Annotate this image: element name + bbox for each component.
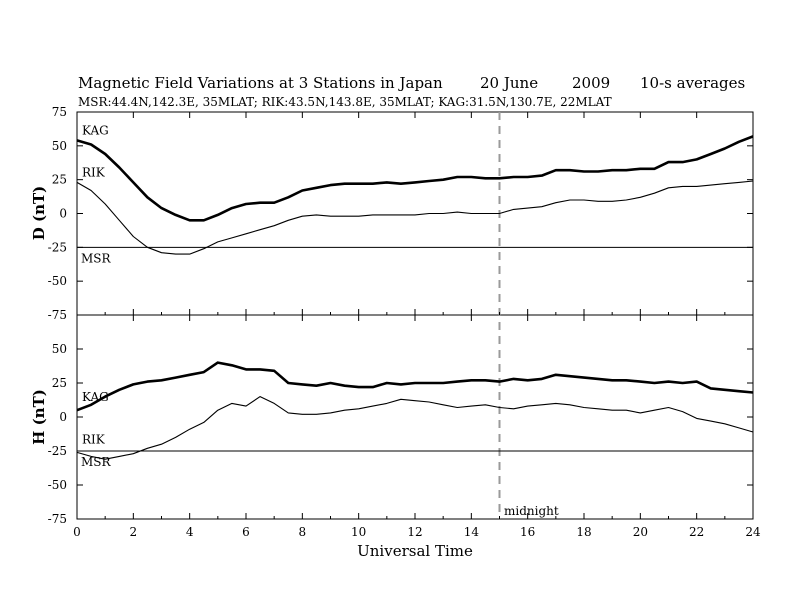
h-y-tick-label: -25 [48,444,67,458]
labels-layer: 75 50 25 0 -25 -50 -75 MSR KAG RIK 50 25 0 -25 -50 -75 0… [48,105,761,539]
h-label-rik: RIK [82,432,106,446]
h-y-tick-label: 50 [52,342,67,356]
chart-title: Magnetic Field Variations at 3 Stations … [78,74,443,92]
h-axis-label: H (nT) [30,389,48,445]
h-series-kag [76,361,754,412]
h-y-tick-label: 25 [52,376,67,390]
d-y-tick-label: 50 [52,139,67,153]
h-y-tick-label: -50 [48,478,67,492]
x-tick-label: 12 [407,525,422,539]
h-y-tick-label: 0 [59,410,67,424]
h-panel-frame [76,314,754,520]
d-label-rik: RIK [82,165,106,179]
x-tick-label: 24 [745,525,761,539]
chart-averaging: 10-s averages [640,74,745,92]
x-tick-label: 0 [73,525,81,539]
h-msr-label: MSR [81,455,112,469]
midnight-label: midnight [504,504,559,518]
chart-year: 2009 [572,74,610,92]
x-tick-label: 22 [689,525,704,539]
x-tick-label: 10 [351,525,366,539]
h-series-rik [76,396,754,460]
x-tick-label: 4 [186,525,194,539]
d-y-tick-label: -50 [48,274,67,288]
x-tick-label: 16 [520,525,535,539]
x-tick-label: 2 [130,525,138,539]
chart-date: 20 June [480,74,538,92]
d-series-kag [76,135,754,222]
d-panel-frame [76,111,754,316]
d-y-tick-label: 0 [59,207,67,221]
chart-subtitle: MSR:44.4N,142.3E, 35MLAT; RIK:43.5N,143.… [78,95,612,109]
h-y-tick-label: -75 [48,512,67,526]
x-tick-label: 20 [633,525,648,539]
x-tick-label: 6 [242,525,250,539]
d-y-tick-label: 75 [52,105,67,119]
series-layer [76,135,754,460]
d-y-tick-label: 25 [52,173,67,187]
d-y-tick-label: -25 [48,240,67,254]
x-tick-label: 18 [576,525,591,539]
d-msr-label: MSR [81,251,112,265]
d-axis-label: D (nT) [30,186,48,241]
h-label-kag: KAG [82,390,109,404]
d-label-kag: KAG [82,123,109,137]
axis-ticks [76,111,754,520]
d-series-rik [76,180,754,255]
x-axis-label: Universal Time [357,542,473,560]
x-tick-label: 14 [464,525,480,539]
d-y-tick-label: -75 [48,308,67,322]
x-tick-label: 8 [299,525,307,539]
